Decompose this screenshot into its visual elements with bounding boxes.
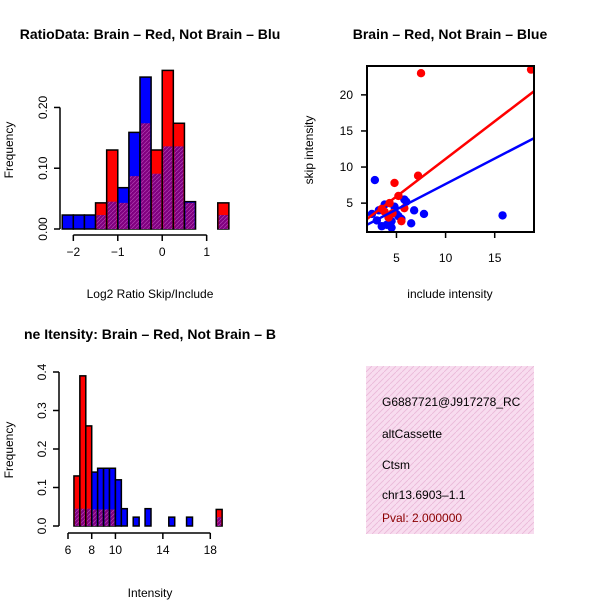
histogram-overlap-bar — [110, 509, 115, 526]
scatter-point — [397, 216, 406, 226]
x-tick-label: 8 — [88, 543, 95, 557]
histogram-bar — [83, 214, 97, 230]
ratio-histogram-xlabel: Log2 Ratio Skip/Include — [87, 287, 214, 301]
scatter-xlabel: include intensity — [407, 287, 492, 301]
intensity-histogram-ylabel: Frequency — [2, 422, 16, 479]
scatter-panel: Brain – Red, Not Brain – Blue 5 10 15 5 10 15… — [302, 26, 547, 301]
info-pval: Pval: 2.000000 — [382, 511, 462, 525]
histogram-overlap-bar — [185, 202, 195, 229]
x-tick-label: 6 — [65, 543, 72, 557]
ratio-histogram-bars — [61, 69, 230, 230]
info-panel: G6887721@J917278_RC altCassette Ctsm chr… — [366, 366, 534, 534]
x-tick-label: 1 — [203, 245, 210, 259]
intensity-histogram-title: ne Itensity: Brain – Red, Not Brain – B — [24, 326, 276, 342]
ratio-histogram-ylabel: Frequency — [2, 122, 16, 179]
histogram-bar — [185, 516, 194, 527]
histogram-overlap-bar — [152, 173, 162, 229]
scatter-point — [407, 219, 416, 228]
x-tick-label: −2 — [66, 245, 80, 259]
histogram-overlap-bar — [118, 202, 128, 229]
x-tick-label: 10 — [109, 543, 123, 557]
histogram-bar — [168, 516, 176, 527]
histogram-overlap-bar — [107, 201, 117, 229]
ratio-histogram-panel: RatioData: Brain – Red, Not Brain – Blu … — [2, 26, 280, 301]
info-event-id: G6887721@J917278_RC — [382, 395, 521, 409]
histogram-bar — [144, 507, 152, 527]
info-panel-background — [366, 366, 534, 534]
histogram-overlap-bar — [218, 215, 228, 229]
scatter-point — [409, 206, 419, 215]
y-tick-label: 10 — [340, 160, 354, 174]
histogram-bar — [120, 507, 129, 527]
ratio-histogram-axes: −2 −1 0 1 0.00 0.10 0.20 — [36, 95, 210, 259]
scatter-point — [370, 175, 380, 185]
histogram-overlap-bar — [96, 215, 106, 229]
y-tick-label: 15 — [340, 124, 354, 138]
info-gene: Ctsm — [382, 458, 410, 472]
histogram-overlap-bar — [174, 146, 184, 229]
regression-line — [367, 137, 534, 226]
y-tick-label: 0.1 — [35, 479, 49, 496]
y-tick-label: 0.20 — [36, 95, 50, 119]
scatter-plot-area: 5 10 15 5 10 15 20 — [340, 65, 535, 265]
histogram-overlap-bar — [163, 146, 173, 229]
y-tick-label: 20 — [340, 88, 354, 102]
intensity-histogram-bars — [73, 375, 223, 527]
histogram-overlap-bar — [217, 517, 222, 526]
scatter-title: Brain – Red, Not Brain – Blue — [353, 26, 548, 42]
histogram-overlap-bar — [141, 123, 151, 229]
x-tick-label: 15 — [488, 251, 502, 265]
histogram-overlap-bar — [129, 176, 139, 229]
x-tick-label: 14 — [156, 543, 170, 557]
y-tick-label: 0.10 — [36, 156, 50, 180]
y-tick-label: 0.00 — [36, 217, 50, 241]
y-tick-label: 0.0 — [35, 517, 49, 534]
y-tick-label: 0.4 — [35, 363, 49, 380]
x-tick-label: 0 — [159, 245, 166, 259]
histogram-overlap-bar — [92, 509, 97, 526]
intensity-histogram-axes: 6 8 10 14 18 0.0 0.1 0.2 0.3 0.4 — [35, 363, 217, 557]
histogram-overlap-bar — [86, 508, 91, 526]
scatter-point — [498, 211, 507, 220]
x-tick-label: 5 — [393, 251, 400, 265]
scatter-point — [387, 223, 396, 232]
histogram-bar — [72, 214, 86, 230]
scatter-marks — [367, 66, 534, 232]
intensity-histogram-xlabel: Intensity — [128, 586, 173, 600]
histogram-overlap-bar — [74, 508, 79, 526]
histogram-bar — [61, 214, 75, 230]
y-tick-label: 0.3 — [35, 402, 49, 419]
x-tick-label: 10 — [439, 251, 453, 265]
histogram-bar — [114, 479, 123, 527]
histogram-bar — [132, 516, 140, 527]
y-tick-label: 5 — [346, 196, 353, 210]
scatter-point — [419, 209, 429, 219]
histogram-overlap-bar — [104, 509, 109, 526]
x-tick-label: 18 — [204, 543, 218, 557]
ratio-histogram-title: RatioData: Brain – Red, Not Brain – Blu — [20, 26, 281, 42]
histogram-overlap-bar — [80, 508, 85, 526]
scatter-ylabel: skip intensity — [302, 116, 316, 185]
x-tick-label: −1 — [111, 245, 125, 259]
info-location: chr13.6903–1.1 — [382, 488, 466, 502]
histogram-overlap-bar — [98, 509, 103, 526]
regression-line — [367, 90, 534, 221]
y-tick-label: 0.2 — [35, 440, 49, 457]
scatter-point — [416, 69, 426, 78]
intensity-histogram-panel: ne Itensity: Brain – Red, Not Brain – B … — [2, 326, 276, 600]
scatter-point — [390, 178, 399, 188]
scatter-point — [526, 66, 534, 74]
scatter-frame — [366, 65, 535, 233]
histogram-bar — [79, 375, 87, 527]
info-event-type: altCassette — [382, 427, 442, 441]
